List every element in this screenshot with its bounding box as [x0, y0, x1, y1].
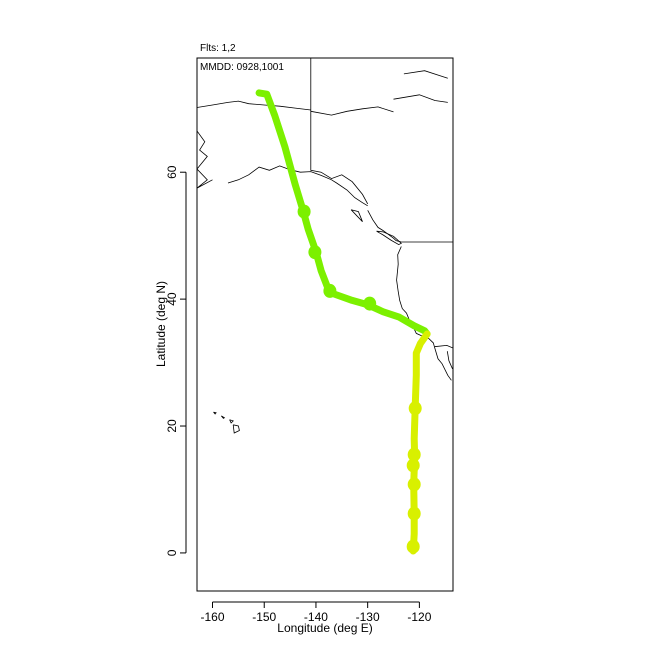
y-tick-label: 40: [165, 292, 179, 306]
border-alaska-canada-border: [310, 58, 369, 205]
coastline-bc-coast: [367, 210, 402, 243]
coastline-island-hawaii: [232, 424, 240, 434]
coastline-vancouver-island: [376, 230, 403, 246]
series-1-point-2: [308, 245, 322, 260]
coastline-island-maui: [229, 419, 234, 424]
coastline-canada-arctic-coast: [310, 106, 394, 116]
y-tick-label: 60: [165, 165, 179, 179]
series-line-2: [409, 330, 431, 555]
flights-header: Flts: 1,2: [200, 43, 236, 54]
date-annotation: MMDD: 0928,1001: [200, 62, 284, 73]
flight-tracks: [255, 89, 431, 555]
coastline-haida-gwaii: [350, 209, 363, 222]
x-tick-label: -160: [200, 610, 224, 624]
coastline-arctic-islands: [393, 94, 448, 103]
series-2-point-4: [407, 477, 421, 492]
map-layer: [197, 58, 453, 434]
y-tick-label: 20: [165, 419, 179, 433]
coastline-baja-california: [434, 346, 452, 381]
coastline-alaska-south-coast: [227, 165, 368, 207]
coastline-alaska-west-coast: [197, 130, 213, 189]
coastline-alaska-north-coast: [197, 100, 311, 111]
series-1-point-3: [323, 283, 337, 298]
series-2-point-6: [406, 539, 420, 554]
x-tick-label: -120: [407, 610, 431, 624]
series-2-point-1: [408, 401, 422, 416]
series-1-point-4: [363, 296, 377, 311]
series-2-point-2: [407, 447, 421, 462]
x-tick-label: -130: [356, 610, 380, 624]
plot-frame: [196, 57, 454, 592]
series-2-point-5: [407, 506, 421, 521]
series-2-point-3: [406, 458, 420, 473]
axes: -160 -150 -140 -130 -120 0 20 40 60: [165, 165, 432, 624]
series-line-1: [255, 89, 431, 338]
coastline-island-kauai: [213, 411, 217, 415]
y-axis-label: Latitude (deg N): [154, 281, 168, 367]
border-us-mexico-border: [434, 344, 453, 349]
series-1-point-1: [297, 204, 311, 219]
x-tick-label: -150: [252, 610, 276, 624]
x-tick-label: -140: [304, 610, 328, 624]
y-tick-label: 0: [165, 549, 179, 556]
coastline-arctic-islands-2: [403, 70, 448, 79]
coastline-island-oahu: [220, 415, 226, 419]
coastline-gulf-of-california: [446, 351, 453, 370]
x-axis-label: Longitude (deg E): [277, 621, 372, 635]
